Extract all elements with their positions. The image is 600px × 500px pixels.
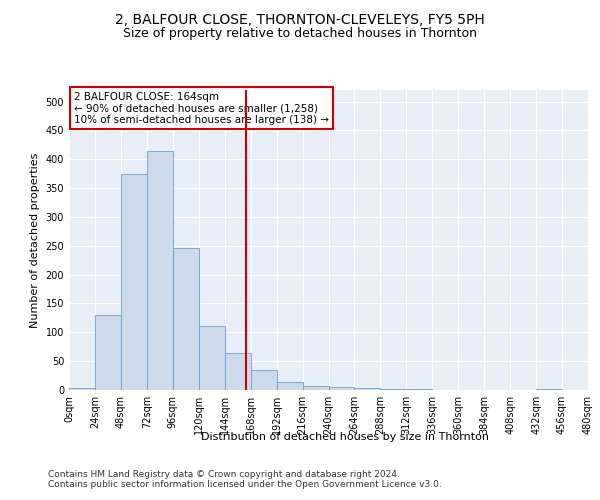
Text: 2, BALFOUR CLOSE, THORNTON-CLEVELEYS, FY5 5PH: 2, BALFOUR CLOSE, THORNTON-CLEVELEYS, FY… bbox=[115, 12, 485, 26]
Bar bbox=[121, 174, 147, 390]
Bar bbox=[329, 387, 355, 390]
Bar bbox=[380, 389, 406, 390]
Bar bbox=[225, 352, 251, 390]
Bar bbox=[199, 326, 224, 390]
Bar bbox=[277, 382, 302, 390]
Bar bbox=[173, 248, 199, 390]
Text: Distribution of detached houses by size in Thornton: Distribution of detached houses by size … bbox=[201, 432, 489, 442]
Bar bbox=[536, 389, 562, 390]
Bar bbox=[147, 150, 173, 390]
Bar bbox=[355, 388, 380, 390]
Text: Size of property relative to detached houses in Thornton: Size of property relative to detached ho… bbox=[123, 28, 477, 40]
Bar bbox=[251, 370, 277, 390]
Bar bbox=[302, 386, 329, 390]
Text: Contains HM Land Registry data © Crown copyright and database right 2024.: Contains HM Land Registry data © Crown c… bbox=[48, 470, 400, 479]
Text: 2 BALFOUR CLOSE: 164sqm
← 90% of detached houses are smaller (1,258)
10% of semi: 2 BALFOUR CLOSE: 164sqm ← 90% of detache… bbox=[74, 92, 329, 124]
Y-axis label: Number of detached properties: Number of detached properties bbox=[30, 152, 40, 328]
Bar bbox=[95, 315, 121, 390]
Bar bbox=[69, 388, 95, 390]
Text: Contains public sector information licensed under the Open Government Licence v3: Contains public sector information licen… bbox=[48, 480, 442, 489]
